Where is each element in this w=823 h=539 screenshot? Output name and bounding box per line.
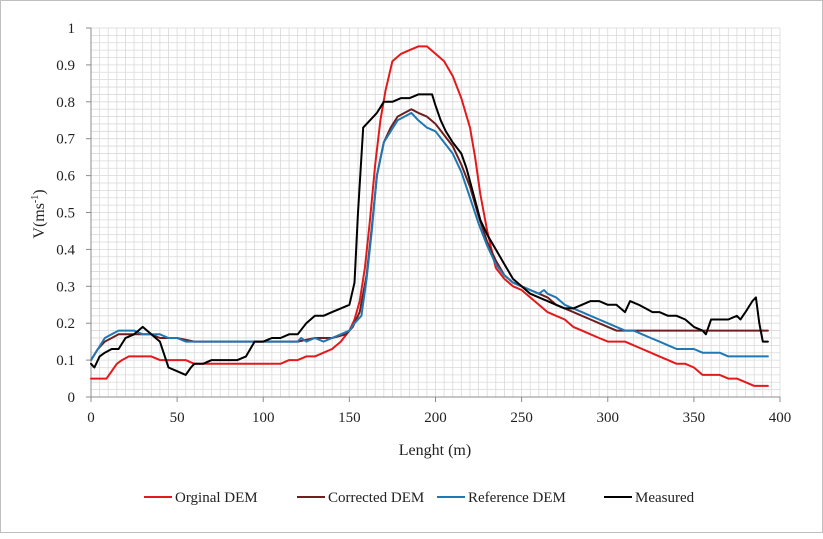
y-tick-label: 0.5 (56, 206, 75, 222)
y-tick-label: 0.7 (56, 132, 75, 148)
legend-label-reference-dem: Reference DEM (468, 490, 566, 506)
series-line-reference-dem (90, 111, 769, 362)
legend-label-orginal-dem: Orginal DEM (175, 490, 258, 506)
y-tick-label: 0.2 (56, 316, 75, 332)
y-tick-label: 0.1 (56, 353, 75, 369)
legend-label-measured: Measured (635, 490, 695, 506)
grid-layer (90, 27, 781, 398)
legend-label-corrected-dem: Corrected DEM (328, 490, 424, 506)
y-axis-title-main: V(ms (31, 203, 48, 239)
x-tick-label: 400 (769, 410, 792, 426)
x-tick-label: 100 (252, 410, 275, 426)
x-axis-title: Lenght (m) (399, 442, 471, 459)
y-axis-title-close: ) (31, 189, 48, 194)
y-tick-label: 0.8 (56, 95, 75, 111)
x-tick-label: 0 (87, 410, 95, 426)
series-line-orginal-dem (90, 45, 769, 387)
x-tick-label: 300 (597, 410, 620, 426)
y-tick-label: 1 (68, 21, 76, 37)
y-tick-label: 0.9 (56, 58, 75, 74)
x-tick-label: 50 (170, 410, 185, 426)
x-tick-label: 150 (338, 410, 361, 426)
series-line-measured (90, 93, 769, 376)
y-tick-label: 0.4 (56, 242, 75, 258)
y-tick-label: 0.6 (56, 169, 75, 185)
y-axis-title-superscript: -1 (30, 195, 41, 203)
y-tick-label: 0 (68, 390, 76, 406)
y-tick-label: 0.3 (56, 279, 75, 295)
legend: Orginal DEM Corrected DEM Reference DEM Mea… (144, 490, 695, 506)
y-axis-title: V(ms-1) (30, 189, 48, 238)
x-tick-label: 200 (424, 410, 447, 426)
tick-label-layer: 0 50 100 150 200 250 300 350 400 0 0.1 0.2 0.3 0.4 0.5… (56, 21, 791, 426)
series-layer (90, 45, 769, 387)
x-tick-label: 250 (510, 410, 533, 426)
x-tick-label: 350 (683, 410, 706, 426)
